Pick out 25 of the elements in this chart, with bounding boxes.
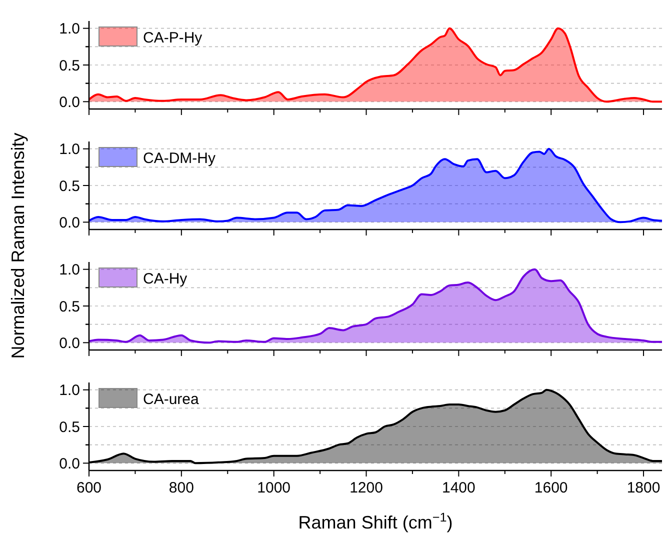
y-tick-label: 1.0 [59,382,80,400]
y-tick-label: 1.0 [59,20,80,38]
x-axis-title: Raman Shift (cm$^{−1}$) [298,510,453,532]
x-tick-label: 1400 [442,480,476,496]
y-tick-label: 0.5 [59,418,80,436]
legend-label: CA-Hy [143,270,188,288]
y-tick-label: 0.0 [59,334,80,352]
x-tick-label: 800 [168,480,194,496]
y-tick-label: 0.0 [59,94,80,111]
x-tick-label: 1800 [626,480,660,496]
x-tick-label: 1000 [257,480,291,496]
legend-label: CA-DM-Hy [143,150,216,167]
y-tick-label: 0.5 [59,178,80,195]
y-tick-label: 1.0 [59,262,80,279]
x-tick-label: 1200 [350,480,383,496]
legend-label: CA-urea [143,390,200,408]
y-tick-label: 0.5 [59,298,80,316]
y-tick-label: 0.5 [59,57,80,74]
x-tick-label: 1600 [534,480,568,496]
y-tick-label: 0.0 [59,214,80,232]
y-axis-title: Normalized Raman Intensity [8,132,28,359]
y-tick-label: 0.0 [59,455,80,472]
x-tick-label: 600 [76,480,102,496]
y-tick-label: 1.0 [59,141,80,158]
legend-label: CA-P-Hy [143,29,203,46]
